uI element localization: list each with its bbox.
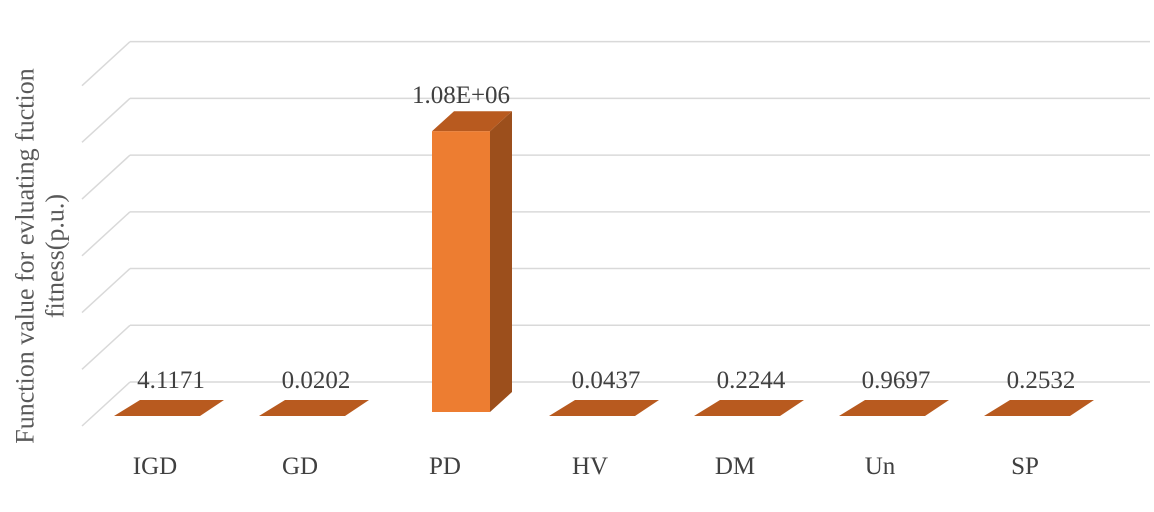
gridline-side [81,324,131,370]
bar-gd [259,400,369,416]
category-label-hv: HV [572,453,608,480]
gridlines [81,40,1150,427]
gridline-side [81,97,131,143]
bar-hv [549,400,659,416]
gridline-side [81,381,131,427]
bar-sp [984,400,1094,416]
data-label-gd: 0.0202 [282,367,351,394]
category-label-gd: GD [282,453,318,480]
bar-un [839,400,949,416]
bar-pd [432,131,490,412]
category-label-dm: DM [715,453,755,480]
category-label-pd: PD [429,453,461,480]
gridline-side [81,211,131,257]
data-label-sp: 0.2532 [1007,367,1076,394]
data-label-hv: 0.0437 [572,367,641,394]
category-label-igd: IGD [133,453,177,480]
category-label-un: Un [865,453,896,480]
data-label-dm: 0.2244 [717,367,786,394]
data-labels: 4.1171 0.0202 1.08E+06 0.0437 0.2244 0.9697 0.… [137,82,1075,394]
bar-top-pd [432,111,512,132]
bar-igd [114,400,224,416]
bar-side-pd [490,111,512,412]
gridline-side [81,267,131,314]
data-label-pd: 1.08E+06 [412,82,510,109]
category-labels: IGD GD PD HV DM Un SP [133,453,1039,480]
data-label-un: 0.9697 [862,367,931,394]
category-label-sp: SP [1011,453,1039,480]
bars [114,111,1094,416]
gridline-side [81,41,131,87]
bar-dm [694,400,804,416]
data-label-igd: 4.1171 [137,367,205,394]
gridline-side [81,154,131,200]
